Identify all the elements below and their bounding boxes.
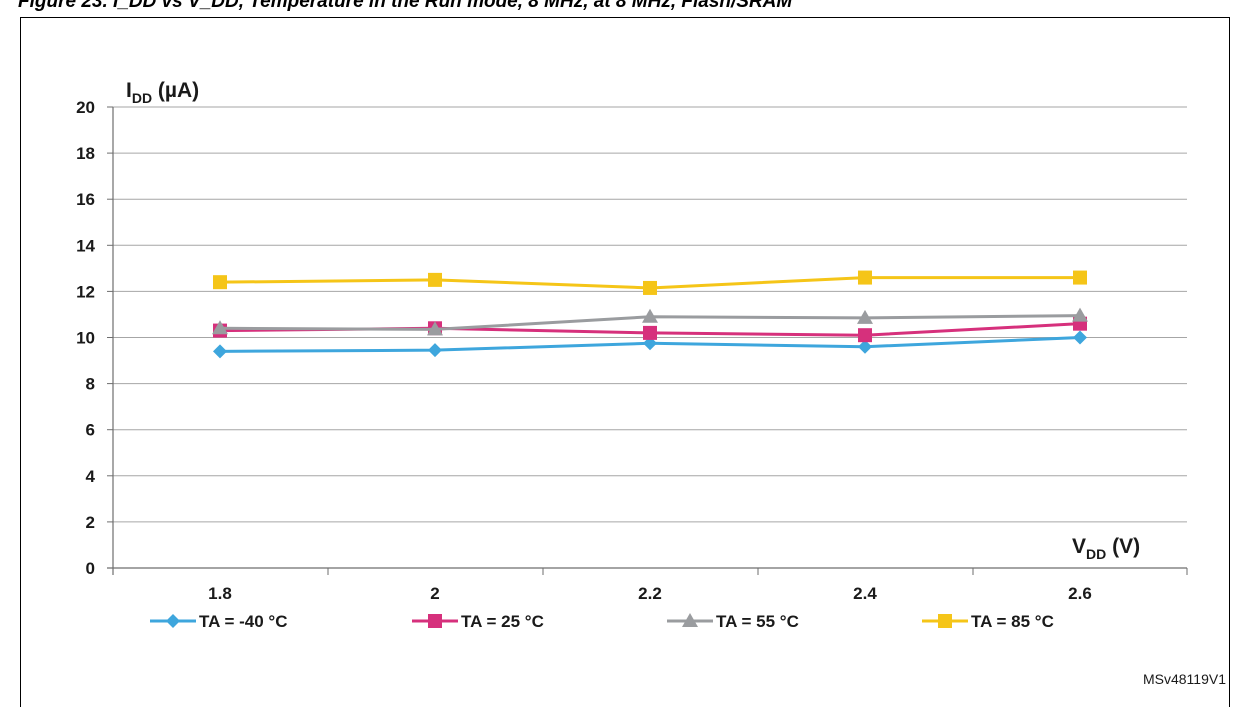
data-point (212, 320, 228, 335)
y-tick-label: 18 (76, 144, 95, 163)
data-point (213, 344, 227, 359)
legend-marker (682, 613, 698, 627)
data-point (643, 280, 657, 295)
y-tick-label: 10 (76, 329, 95, 348)
data-point (858, 328, 872, 343)
y-tick-label: 20 (76, 98, 95, 117)
x-tick-label: 2.2 (638, 584, 662, 603)
legend-item-2: TA = 25 °C (412, 612, 544, 631)
data-point (427, 321, 443, 336)
data-point (643, 325, 657, 340)
legend-item-1: TA = -40 °C (150, 612, 288, 631)
legend-label: TA = 25 °C (461, 612, 544, 631)
legend: TA = -40 °C TA = 25 °C TA = 55 °C TA = 85 °… (150, 612, 1054, 631)
figure-frame (20, 17, 1230, 707)
x-tick-label: 2.4 (853, 584, 877, 603)
data-point (642, 308, 658, 323)
legend-item-4: TA = 85 °C (922, 612, 1054, 631)
x-tick-label: 2 (430, 584, 439, 603)
y-axis-title: IDD (µA) (126, 79, 199, 106)
x-tick-label: 1.8 (208, 584, 232, 603)
series-group (212, 270, 1088, 359)
data-point (213, 275, 227, 290)
y-tick-label: 2 (86, 513, 95, 532)
gridlines (113, 106, 1187, 523)
data-point (857, 309, 873, 324)
y-tick-label: 14 (76, 236, 95, 255)
y-tick-label: 4 (86, 467, 96, 486)
data-point (428, 272, 442, 287)
y-tick-label: 8 (86, 375, 95, 394)
data-point (1073, 330, 1087, 345)
x-axis-title: VDD (V) (1072, 535, 1140, 562)
legend-item-3: TA = 55 °C (667, 612, 799, 631)
legend-marker (938, 614, 952, 628)
legend-marker (428, 614, 442, 628)
data-point (1072, 307, 1088, 322)
y-tick-labels: 0 2 4 6 8 10 12 14 16 18 20 (76, 98, 95, 578)
y-tick-label: 16 (76, 190, 95, 209)
data-point (1073, 270, 1087, 285)
figure-code: MSv48119V1 (1143, 671, 1226, 687)
data-point (428, 343, 442, 358)
y-tick-label: 12 (76, 282, 95, 301)
legend-label: TA = 85 °C (971, 612, 1054, 631)
series-4 (213, 270, 1087, 295)
legend-label: TA = 55 °C (716, 612, 799, 631)
x-tick-labels: 1.8 2 2.2 2.4 2.6 (208, 584, 1092, 603)
legend-marker (166, 614, 180, 628)
series-3 (212, 307, 1088, 336)
data-point (858, 270, 872, 285)
x-tick-label: 2.6 (1068, 584, 1092, 603)
legend-label: TA = -40 °C (199, 612, 288, 631)
y-tick-label: 6 (86, 421, 95, 440)
figure-caption: Figure 23. I_DD vs V_DD, Temperature in … (18, 0, 793, 12)
axes (107, 106, 1188, 575)
data-point (858, 339, 872, 354)
y-tick-label: 0 (86, 559, 95, 578)
